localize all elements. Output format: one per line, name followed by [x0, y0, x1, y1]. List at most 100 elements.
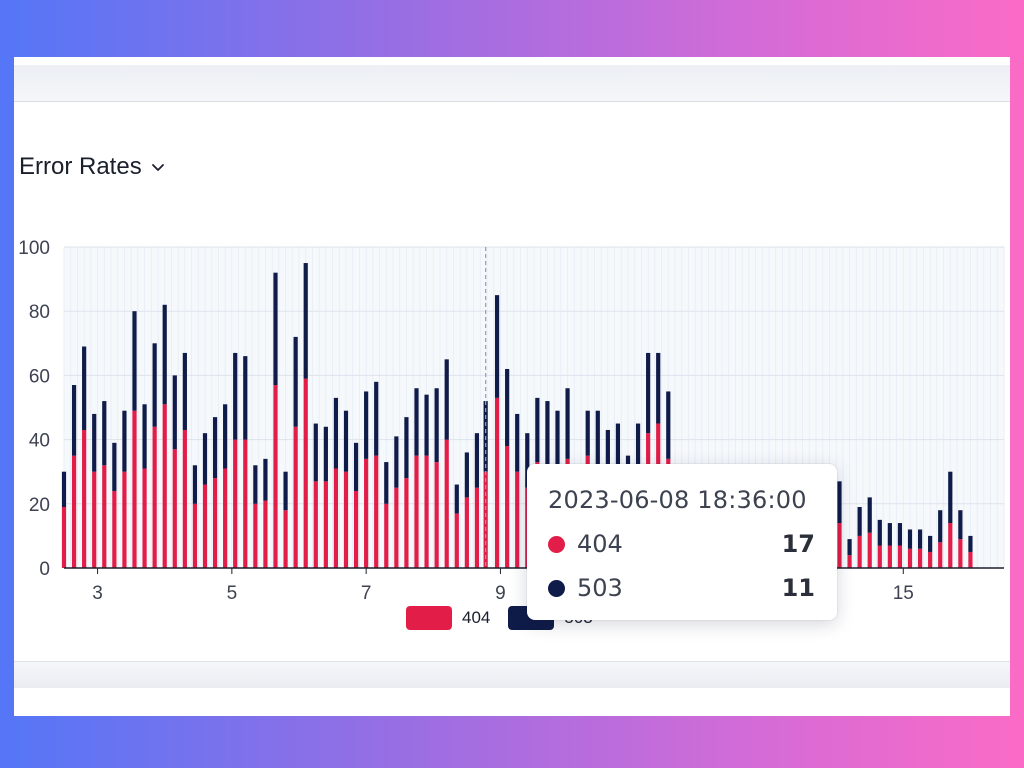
tooltip-series-value: 11: [781, 574, 815, 602]
y-tick-label: 100: [18, 238, 50, 259]
bar-404: [948, 523, 953, 568]
bar-503: [343, 410, 349, 472]
bar-404: [353, 490, 359, 568]
bar-404: [132, 410, 137, 568]
bar-404: [152, 426, 157, 568]
bar-503: [424, 394, 429, 456]
bar-503: [505, 368, 510, 447]
bar-503: [525, 433, 530, 488]
bar-404: [505, 446, 510, 568]
bar-404: [897, 545, 903, 568]
bar-404: [303, 378, 308, 568]
bar-503: [605, 429, 610, 485]
bar-503: [646, 352, 651, 434]
tooltip-row-503: 503 11: [548, 574, 815, 602]
bar-503: [666, 391, 671, 459]
bar-404: [82, 429, 87, 568]
bar-404: [313, 481, 318, 568]
bar-404: [122, 471, 127, 568]
bar-404: [283, 510, 288, 568]
bar-404: [182, 429, 187, 568]
bar-404: [394, 487, 399, 568]
bar-503: [434, 388, 439, 463]
top-panel-edge: [14, 65, 1010, 102]
bar-503: [615, 423, 621, 479]
bar-503: [273, 272, 278, 386]
bar-503: [253, 465, 258, 504]
y-tick-label: 40: [29, 431, 50, 452]
bar-503: [212, 417, 218, 479]
bar-503: [837, 481, 842, 524]
bar-503: [938, 510, 943, 543]
bar-404: [483, 471, 488, 568]
chart-title-dropdown[interactable]: Error Rates: [19, 153, 166, 181]
bar-404: [92, 471, 97, 568]
bar-503: [535, 397, 540, 463]
bar-503: [917, 529, 923, 549]
bar-404: [212, 478, 218, 568]
chart-card: Error Rates 0204060801003579111315 404 5…: [14, 57, 1010, 716]
bar-503: [192, 465, 198, 504]
bar-404: [112, 490, 117, 568]
tooltip-timestamp: 2023-06-08 18:36:00: [548, 486, 807, 514]
bar-503: [182, 352, 187, 430]
bar-503: [595, 410, 600, 469]
bar-503: [968, 535, 973, 552]
bar-503: [142, 404, 147, 469]
bar-503: [122, 410, 127, 472]
bar-503: [887, 523, 892, 546]
bar-503: [353, 442, 359, 491]
bar-404: [172, 449, 177, 568]
bar-404: [907, 548, 913, 568]
bar-503: [857, 507, 862, 536]
bar-503: [847, 539, 852, 556]
x-tick-label: 5: [227, 583, 238, 604]
legend-label-404: 404: [462, 608, 491, 627]
bar-404: [71, 455, 77, 568]
bar-503: [243, 356, 248, 440]
bar-404: [404, 478, 409, 568]
bar-503: [948, 471, 953, 524]
bar-503: [223, 404, 228, 469]
x-tick-label: 3: [92, 583, 103, 604]
bar-503: [323, 426, 328, 482]
bar-404: [515, 471, 520, 568]
chart-title-label: Error Rates: [19, 153, 142, 180]
chart-tooltip: 2023-06-08 18:36:00 404 17 503 11: [527, 464, 837, 620]
bar-503: [384, 462, 389, 504]
tooltip-series-name: 404: [577, 530, 623, 558]
tooltip-series-name: 503: [577, 574, 623, 602]
tooltip-dot-503: [548, 579, 565, 597]
bar-404: [857, 535, 862, 568]
bar-404: [847, 555, 852, 568]
bar-503: [71, 385, 77, 456]
bar-503: [233, 352, 238, 440]
bar-503: [907, 529, 913, 549]
bar-503: [928, 535, 933, 552]
bar-503: [635, 423, 641, 482]
bar-503: [293, 336, 298, 427]
bar-404: [917, 548, 923, 568]
legend-item-404[interactable]: 404: [406, 606, 490, 630]
bar-404: [837, 523, 842, 568]
bar-404: [444, 439, 449, 568]
bar-503: [82, 346, 87, 430]
bar-503: [474, 433, 480, 488]
bar-404: [384, 503, 389, 568]
bar-503: [92, 413, 97, 472]
bar-404: [958, 539, 963, 568]
tooltip-dot-404: [548, 535, 565, 553]
bar-404: [273, 385, 278, 568]
bar-404: [162, 404, 167, 568]
bar-503: [404, 417, 409, 479]
bar-503: [333, 397, 339, 469]
bar-404: [293, 426, 298, 568]
bar-404: [61, 507, 67, 568]
bar-404: [968, 551, 973, 568]
bottom-panel-edge: [14, 661, 1010, 688]
bar-404: [364, 458, 369, 568]
bar-503: [414, 388, 419, 456]
bar-404: [494, 397, 500, 568]
bar-404: [464, 497, 469, 568]
bar-503: [545, 401, 550, 466]
